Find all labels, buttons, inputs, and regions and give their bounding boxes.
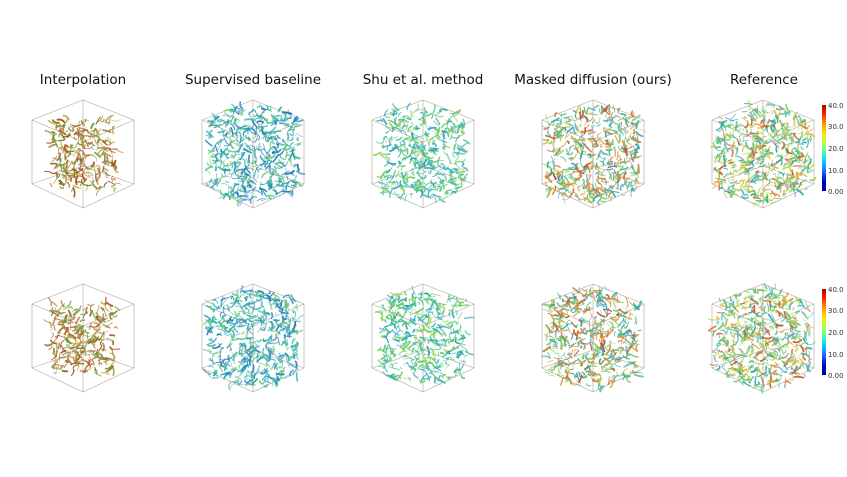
cube-row2-reference	[704, 280, 822, 396]
cube-row2-interpolation	[24, 280, 142, 396]
column-title-interpolation: Interpolation	[39, 72, 127, 88]
colorbar-gradient	[822, 289, 826, 375]
vortex-cube-render	[31, 99, 135, 209]
vortex-cube-render	[201, 283, 305, 393]
cube-row2-masked-diffusion	[534, 280, 652, 396]
colorbar-row1: 40.0 30.0 20.0 10.0 0.00	[822, 102, 847, 196]
colorbar-gradient	[822, 105, 826, 191]
colorbar-row2: 40.0 30.0 20.0 10.0 0.00	[822, 286, 847, 380]
vortex-cube-render	[371, 283, 475, 393]
column-title-supervised-baseline: Supervised baseline	[184, 72, 322, 88]
column-title-reference: Reference	[730, 72, 798, 88]
colorbar-tick-label: 20.0	[828, 329, 844, 337]
vortex-cube-render	[710, 99, 817, 209]
cube-row1-interpolation	[24, 96, 142, 212]
column-title-masked-diffusion: Masked diffusion (ours)	[514, 72, 672, 88]
cube-row1-masked-diffusion	[534, 96, 652, 212]
vortex-cube-render	[541, 283, 645, 393]
colorbar-tick-label: 40.0	[828, 286, 844, 294]
cube-row2-supervised-baseline	[194, 280, 312, 396]
colorbar-tick-label: 0.00	[828, 188, 844, 196]
cube-row2-shu-et-al	[364, 280, 482, 396]
vortex-cube-render	[31, 283, 135, 393]
cube-row1-supervised-baseline	[194, 96, 312, 212]
colorbar-tick-label: 40.0	[828, 102, 844, 110]
colorbar-tick-label: 30.0	[828, 123, 844, 131]
colorbar-tick-label: 10.0	[828, 167, 844, 175]
cube-row1-shu-et-al	[364, 96, 482, 212]
vortex-cube-render	[201, 99, 306, 209]
cube-row1-reference	[704, 96, 822, 212]
vortex-cube-render	[541, 99, 647, 209]
colorbar-tick-label: 20.0	[828, 145, 844, 153]
colorbar-tick-label: 0.00	[828, 372, 844, 380]
vortex-cube-render	[371, 99, 475, 209]
column-title-shu-et-al: Shu et al. method	[362, 72, 484, 88]
colorbar-tick-label: 30.0	[828, 307, 844, 315]
vortex-cube-render	[707, 282, 816, 394]
colorbar-tick-label: 10.0	[828, 351, 844, 359]
